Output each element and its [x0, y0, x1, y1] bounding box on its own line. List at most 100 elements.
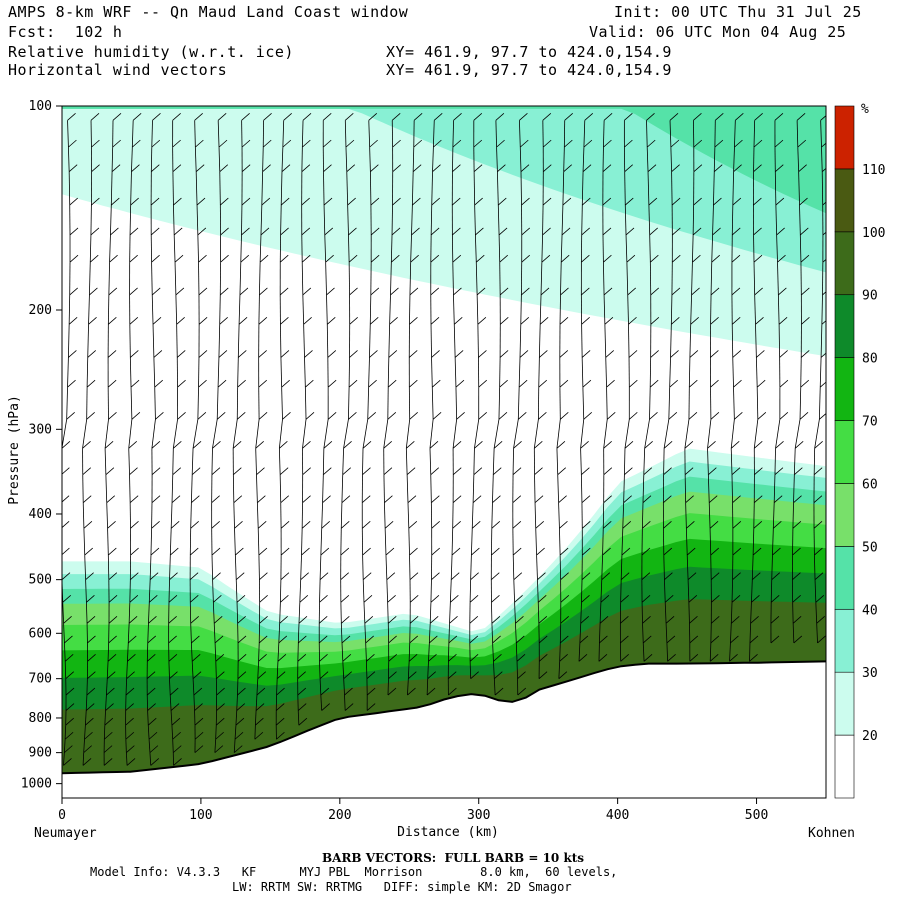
barb-flag	[65, 717, 74, 726]
barb-staff	[172, 419, 178, 449]
barb-staff	[492, 474, 494, 503]
barb-flag	[642, 521, 651, 529]
barb-flag	[452, 521, 461, 529]
cross-section-xy-2: XY= 461.9, 97.7 to 424.0,154.9	[386, 61, 672, 79]
barb-staff	[518, 357, 521, 388]
barb-flag	[107, 654, 117, 662]
barb-staff	[449, 579, 452, 603]
barb-flag	[498, 197, 507, 206]
barb-staff	[256, 502, 259, 529]
barb-flag	[521, 197, 530, 206]
barb-staff	[63, 752, 65, 766]
barb-flag	[391, 254, 400, 263]
barb-flag	[104, 441, 114, 449]
barb-staff	[755, 357, 758, 388]
barb-staff	[259, 262, 261, 295]
barb-staff	[406, 474, 409, 503]
barb-flag	[387, 594, 396, 603]
barb-staff	[233, 502, 235, 529]
barb-staff	[476, 294, 479, 325]
barb-flag	[539, 654, 548, 662]
barb-flag	[472, 495, 482, 504]
barb-staff	[130, 171, 132, 206]
barb-flag	[711, 254, 721, 263]
barb-flag	[239, 287, 249, 296]
barb-staff	[282, 120, 285, 148]
barb-flag	[770, 635, 780, 644]
barb-flag	[641, 594, 651, 603]
barb-flag	[301, 521, 311, 529]
barb-staff	[390, 234, 393, 263]
barb-staff	[493, 419, 500, 449]
barb-staff	[387, 357, 390, 388]
rh-band-upper-50	[62, 106, 826, 214]
barb-staff	[470, 528, 473, 556]
barb-flag	[322, 113, 332, 121]
barb-staff	[452, 262, 454, 295]
barb-flag	[132, 139, 141, 148]
barb-flag	[620, 654, 629, 662]
y-tick-label: 900	[29, 746, 52, 761]
barb-staff	[256, 678, 259, 696]
barb-flag	[690, 317, 699, 325]
barb-flag	[731, 616, 740, 624]
barb-flag	[276, 687, 285, 696]
barb-flag	[320, 687, 330, 696]
barb-flag	[130, 350, 139, 358]
barb-staff	[341, 642, 344, 662]
barb-flag	[241, 164, 251, 172]
barb-staff	[799, 234, 802, 263]
barb-staff	[387, 602, 389, 624]
barb-flag	[220, 227, 229, 236]
barb-flag	[412, 197, 421, 206]
barb-staff	[238, 294, 241, 325]
barb-flag	[493, 654, 502, 662]
barb-staff	[384, 528, 387, 556]
barb-staff	[258, 294, 260, 325]
barb-flag	[669, 379, 678, 388]
barb-flag	[647, 164, 657, 172]
barb-staff	[149, 752, 152, 766]
barb-staff	[260, 205, 263, 235]
barb-flag	[148, 616, 157, 624]
barb-staff	[624, 448, 626, 475]
barb-flag	[279, 467, 289, 475]
barb-staff	[668, 387, 671, 420]
barb-flag	[362, 547, 371, 556]
barb-flag	[217, 379, 227, 388]
barb-staff	[729, 642, 731, 662]
barb-staff	[278, 448, 281, 475]
barb-staff	[709, 528, 712, 556]
barb-flag	[650, 350, 659, 358]
barb-staff	[663, 448, 665, 475]
barb-flag	[129, 495, 139, 504]
barb-staff	[213, 623, 216, 643]
barb-staff	[297, 710, 300, 726]
barb-flag	[392, 139, 401, 148]
barb-staff	[68, 147, 70, 172]
barb-flag	[151, 254, 160, 263]
barb-flag	[69, 254, 79, 263]
barb-flag	[108, 594, 118, 603]
barb-flag	[390, 287, 399, 296]
barb-flag	[408, 671, 417, 679]
barb-staff	[62, 419, 68, 449]
barb-flag	[799, 412, 809, 420]
barb-flag	[341, 635, 351, 644]
barb-flag	[428, 654, 437, 662]
barb-flag	[384, 521, 394, 529]
barb-flag	[364, 616, 374, 624]
x-tick-label: 0	[58, 808, 66, 823]
barb-flag	[774, 139, 784, 148]
barb-staff	[388, 324, 391, 358]
barb-flag	[261, 197, 271, 206]
barb-flag	[237, 654, 247, 662]
barb-flag	[347, 197, 356, 206]
barb-flag	[775, 197, 785, 206]
barb-staff	[325, 262, 327, 295]
barb-staff	[276, 661, 279, 679]
barb-flag	[813, 495, 823, 504]
barb-staff	[104, 448, 107, 475]
y-tick-label: 200	[29, 303, 52, 318]
barb-flag	[237, 616, 246, 624]
